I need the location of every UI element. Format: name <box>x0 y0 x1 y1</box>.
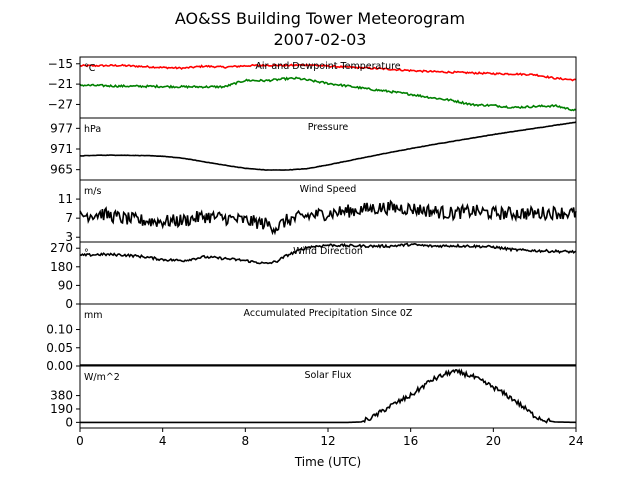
panel-1-title: Air and Dewpoint Temperature <box>255 61 400 72</box>
panel-4-ytick-label-2: 180 <box>50 260 73 274</box>
panel-5: 0.10 0.05 0.00 mm Accumulated Precipitation … <box>46 303 577 373</box>
panel-5-title: Accumulated Precipitation Since 0Z <box>244 308 413 319</box>
panel-2-ytick-label-1: 977 <box>50 121 73 135</box>
panel-1-series-2-line <box>79 76 577 112</box>
panel-3-ytick-label-3: 3 <box>65 230 73 244</box>
panel-5-unit: mm <box>84 310 103 321</box>
x-tick-label-1: 0 <box>76 434 84 448</box>
x-tick-label-7: 24 <box>568 434 583 448</box>
panel-3: 11 7 3 m/s Wind Speed <box>58 179 577 244</box>
panel-1-ytick-label-3: −27 <box>48 97 73 111</box>
panel-1-unit: °C <box>84 63 96 74</box>
panel-1-ytick-label-1: −15 <box>48 57 73 71</box>
panel-2: 977 971 965 hPa Pressure <box>50 117 577 181</box>
panel-6-ytick-label-3: 0 <box>65 415 73 429</box>
panel-2-unit: hPa <box>84 124 101 135</box>
panel-2-ytick-label-3: 965 <box>50 163 73 177</box>
x-tick-label-2: 4 <box>159 434 167 448</box>
chart-title: AO&SS Building Tower Meteorogram <box>175 9 465 28</box>
panel-1-series-1-line <box>79 63 577 82</box>
panel-5-ytick-label-2: 0.05 <box>46 341 73 355</box>
panel-3-ytick-label-2: 7 <box>65 211 73 225</box>
panel-3-ytick-label-1: 11 <box>58 192 73 206</box>
x-tick-label-5: 16 <box>403 434 418 448</box>
panel-4-ytick-label-4: 0 <box>65 297 73 311</box>
panel-3-series-1-line <box>79 199 577 236</box>
panel-2-title: Pressure <box>308 122 349 133</box>
panel-6-ytick-label-2: 190 <box>50 402 73 416</box>
panel-4-series-1-line <box>79 242 577 265</box>
panel-6-unit: W/m^2 <box>84 372 120 383</box>
x-tick-label-4: 12 <box>320 434 335 448</box>
panel-3-title: Wind Speed <box>300 184 357 195</box>
panels: −15 −21 −27 °C Air and Dewpoint Temperature 9… <box>46 56 577 429</box>
panel-3-unit: m/s <box>84 186 101 197</box>
panel-1-ytick-label-2: −21 <box>48 77 73 91</box>
panel-5-ytick-label-1: 0.10 <box>46 323 73 337</box>
panel-4: 270 180 90 0 ° Wind Direction <box>50 241 577 311</box>
panel-4-ytick-label-1: 270 <box>50 241 73 255</box>
panel-1: −15 −21 −27 °C Air and Dewpoint Temperature <box>48 56 577 119</box>
panel-5-ytick-label-3: 0.00 <box>46 359 73 373</box>
x-tick-label-3: 8 <box>242 434 250 448</box>
panel-4-unit: ° <box>84 248 89 259</box>
x-tick-label-6: 20 <box>486 434 501 448</box>
panel-2-ytick-label-2: 971 <box>50 142 73 156</box>
panel-4-title: Wind Direction <box>293 246 363 257</box>
x-axis-label: Time (UTC) <box>294 455 361 469</box>
panel-6-ytick-label-1: 380 <box>50 389 73 403</box>
panel-4-ytick-label-3: 90 <box>58 278 73 292</box>
panel-2-series-1-line <box>79 121 577 171</box>
panel-6-series-1-line <box>80 368 577 424</box>
panel-6-title: Solar Flux <box>305 370 352 381</box>
x-axis: 0 4 8 12 16 20 24 <box>76 428 584 448</box>
chart-subtitle: 2007-02-03 <box>274 30 367 49</box>
